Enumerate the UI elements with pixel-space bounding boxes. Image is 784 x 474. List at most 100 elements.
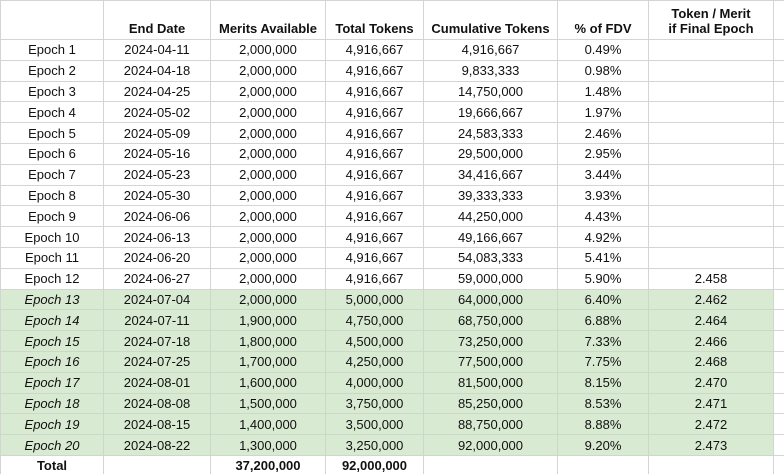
merits-available-cell[interactable]: 2,000,000 <box>210 267 326 290</box>
total-tokens-cell[interactable]: 4,500,000 <box>325 330 424 352</box>
total-tokens-cell[interactable]: 3,750,000 <box>325 392 424 415</box>
end-date-cell[interactable]: 2024-07-18 <box>103 330 211 352</box>
end-date-cell[interactable]: 2024-08-15 <box>103 413 211 436</box>
cumulative-tokens-cell[interactable]: 14,750,000 <box>423 80 558 103</box>
end-date-cell[interactable]: 2024-06-13 <box>103 226 211 248</box>
epoch-cell[interactable]: Epoch 15 <box>0 330 104 352</box>
end-date-cell[interactable]: 2024-08-08 <box>103 392 211 415</box>
token-per-merit-cell[interactable] <box>648 226 774 248</box>
merits-available-cell[interactable]: 1,700,000 <box>210 350 326 373</box>
cumulative-tokens-cell[interactable]: 34,416,667 <box>423 163 558 186</box>
total-tokens-cell[interactable]: 4,916,667 <box>325 59 424 82</box>
merits-available-cell[interactable]: 2,000,000 <box>210 163 326 186</box>
end-date-cell[interactable]: 2024-05-23 <box>103 163 211 186</box>
fdv-percent-cell[interactable]: 7.75% <box>557 350 649 373</box>
token-per-merit-cell[interactable]: 2.470 <box>648 371 774 394</box>
total-tokens-cell[interactable]: 92,000,000 <box>325 454 424 474</box>
end-date-cell[interactable]: 2024-05-16 <box>103 142 211 165</box>
end-date-cell[interactable]: 2024-08-01 <box>103 371 211 394</box>
cumulative-tokens-cell[interactable]: 39,333,333 <box>423 184 558 207</box>
end-date-cell[interactable]: 2024-06-27 <box>103 267 211 290</box>
fdv-percent-cell[interactable]: 6.88% <box>557 309 649 332</box>
epoch-cell[interactable]: Epoch 9 <box>0 205 104 228</box>
total-tokens-cell[interactable]: 4,916,667 <box>325 142 424 165</box>
token-per-merit-cell[interactable] <box>648 184 774 207</box>
token-per-merit-cell[interactable] <box>648 80 774 103</box>
fdv-percent-cell[interactable]: 2.95% <box>557 142 649 165</box>
cumulative-tokens-cell[interactable]: 19,666,667 <box>423 101 558 124</box>
total-tokens-cell[interactable]: 4,750,000 <box>325 309 424 332</box>
epoch-cell[interactable]: Epoch 18 <box>0 392 104 415</box>
header-token-per-merit[interactable]: Token / Merit if Final Epoch <box>648 0 774 40</box>
token-per-merit-cell[interactable]: 2.471 <box>648 392 774 415</box>
header-end-date[interactable]: End Date <box>103 0 211 40</box>
merits-available-cell[interactable]: 2,000,000 <box>210 39 326 61</box>
end-date-cell[interactable]: 2024-08-22 <box>103 434 211 456</box>
cumulative-tokens-cell[interactable]: 24,583,333 <box>423 122 558 144</box>
total-tokens-cell[interactable]: 4,000,000 <box>325 371 424 394</box>
total-tokens-cell[interactable]: 4,916,667 <box>325 80 424 103</box>
epoch-cell[interactable]: Epoch 3 <box>0 80 104 103</box>
total-tokens-cell[interactable]: 4,916,667 <box>325 122 424 144</box>
total-tokens-cell[interactable]: 4,916,667 <box>325 267 424 290</box>
end-date-cell[interactable]: 2024-04-18 <box>103 59 211 82</box>
fdv-percent-cell[interactable]: 0.49% <box>557 39 649 61</box>
cumulative-tokens-cell[interactable]: 77,500,000 <box>423 350 558 373</box>
epoch-cell[interactable]: Epoch 5 <box>0 122 104 144</box>
epoch-cell[interactable]: Epoch 4 <box>0 101 104 124</box>
token-per-merit-cell[interactable] <box>648 101 774 124</box>
epoch-cell[interactable]: Total <box>0 454 104 474</box>
token-per-merit-cell[interactable] <box>648 122 774 144</box>
fdv-percent-cell[interactable]: 8.15% <box>557 371 649 394</box>
total-tokens-cell[interactable]: 4,916,667 <box>325 226 424 248</box>
epoch-cell[interactable]: Epoch 2 <box>0 59 104 82</box>
end-date-cell[interactable] <box>103 454 211 474</box>
total-tokens-cell[interactable]: 4,250,000 <box>325 350 424 373</box>
fdv-percent-cell[interactable]: 5.90% <box>557 267 649 290</box>
merits-available-cell[interactable]: 1,800,000 <box>210 330 326 352</box>
fdv-percent-cell[interactable]: 9.20% <box>557 434 649 456</box>
end-date-cell[interactable]: 2024-05-02 <box>103 101 211 124</box>
cumulative-tokens-cell[interactable]: 29,500,000 <box>423 142 558 165</box>
cumulative-tokens-cell[interactable] <box>423 454 558 474</box>
end-date-cell[interactable]: 2024-07-04 <box>103 288 211 311</box>
merits-available-cell[interactable]: 2,000,000 <box>210 184 326 207</box>
token-per-merit-cell[interactable]: 2.466 <box>648 330 774 352</box>
total-tokens-cell[interactable]: 5,000,000 <box>325 288 424 311</box>
end-date-cell[interactable]: 2024-06-20 <box>103 246 211 269</box>
total-tokens-cell[interactable]: 4,916,667 <box>325 246 424 269</box>
cumulative-tokens-cell[interactable]: 59,000,000 <box>423 267 558 290</box>
fdv-percent-cell[interactable]: 7.33% <box>557 330 649 352</box>
epoch-cell[interactable]: Epoch 8 <box>0 184 104 207</box>
token-per-merit-cell[interactable]: 2.464 <box>648 309 774 332</box>
token-per-merit-cell[interactable]: 2.458 <box>648 267 774 290</box>
fdv-percent-cell[interactable]: 1.48% <box>557 80 649 103</box>
token-per-merit-cell[interactable] <box>648 39 774 61</box>
fdv-percent-cell[interactable]: 3.44% <box>557 163 649 186</box>
token-per-merit-cell[interactable] <box>648 163 774 186</box>
token-per-merit-cell[interactable] <box>648 59 774 82</box>
merits-available-cell[interactable]: 1,600,000 <box>210 371 326 394</box>
cumulative-tokens-cell[interactable]: 81,500,000 <box>423 371 558 394</box>
cumulative-tokens-cell[interactable]: 4,916,667 <box>423 39 558 61</box>
token-per-merit-cell[interactable] <box>648 454 774 474</box>
merits-available-cell[interactable]: 37,200,000 <box>210 454 326 474</box>
cumulative-tokens-cell[interactable]: 68,750,000 <box>423 309 558 332</box>
header-epoch[interactable] <box>0 0 104 40</box>
token-per-merit-cell[interactable]: 2.462 <box>648 288 774 311</box>
token-per-merit-cell[interactable] <box>648 246 774 269</box>
merits-available-cell[interactable]: 2,000,000 <box>210 59 326 82</box>
total-tokens-cell[interactable]: 4,916,667 <box>325 184 424 207</box>
merits-available-cell[interactable]: 1,400,000 <box>210 413 326 436</box>
merits-available-cell[interactable]: 2,000,000 <box>210 205 326 228</box>
merits-available-cell[interactable]: 2,000,000 <box>210 226 326 248</box>
end-date-cell[interactable]: 2024-04-25 <box>103 80 211 103</box>
total-tokens-cell[interactable]: 4,916,667 <box>325 101 424 124</box>
header-fdv-percent[interactable]: % of FDV <box>557 0 649 40</box>
merits-available-cell[interactable]: 1,500,000 <box>210 392 326 415</box>
epoch-cell[interactable]: Epoch 12 <box>0 267 104 290</box>
end-date-cell[interactable]: 2024-06-06 <box>103 205 211 228</box>
cumulative-tokens-cell[interactable]: 44,250,000 <box>423 205 558 228</box>
total-tokens-cell[interactable]: 4,916,667 <box>325 39 424 61</box>
cumulative-tokens-cell[interactable]: 64,000,000 <box>423 288 558 311</box>
